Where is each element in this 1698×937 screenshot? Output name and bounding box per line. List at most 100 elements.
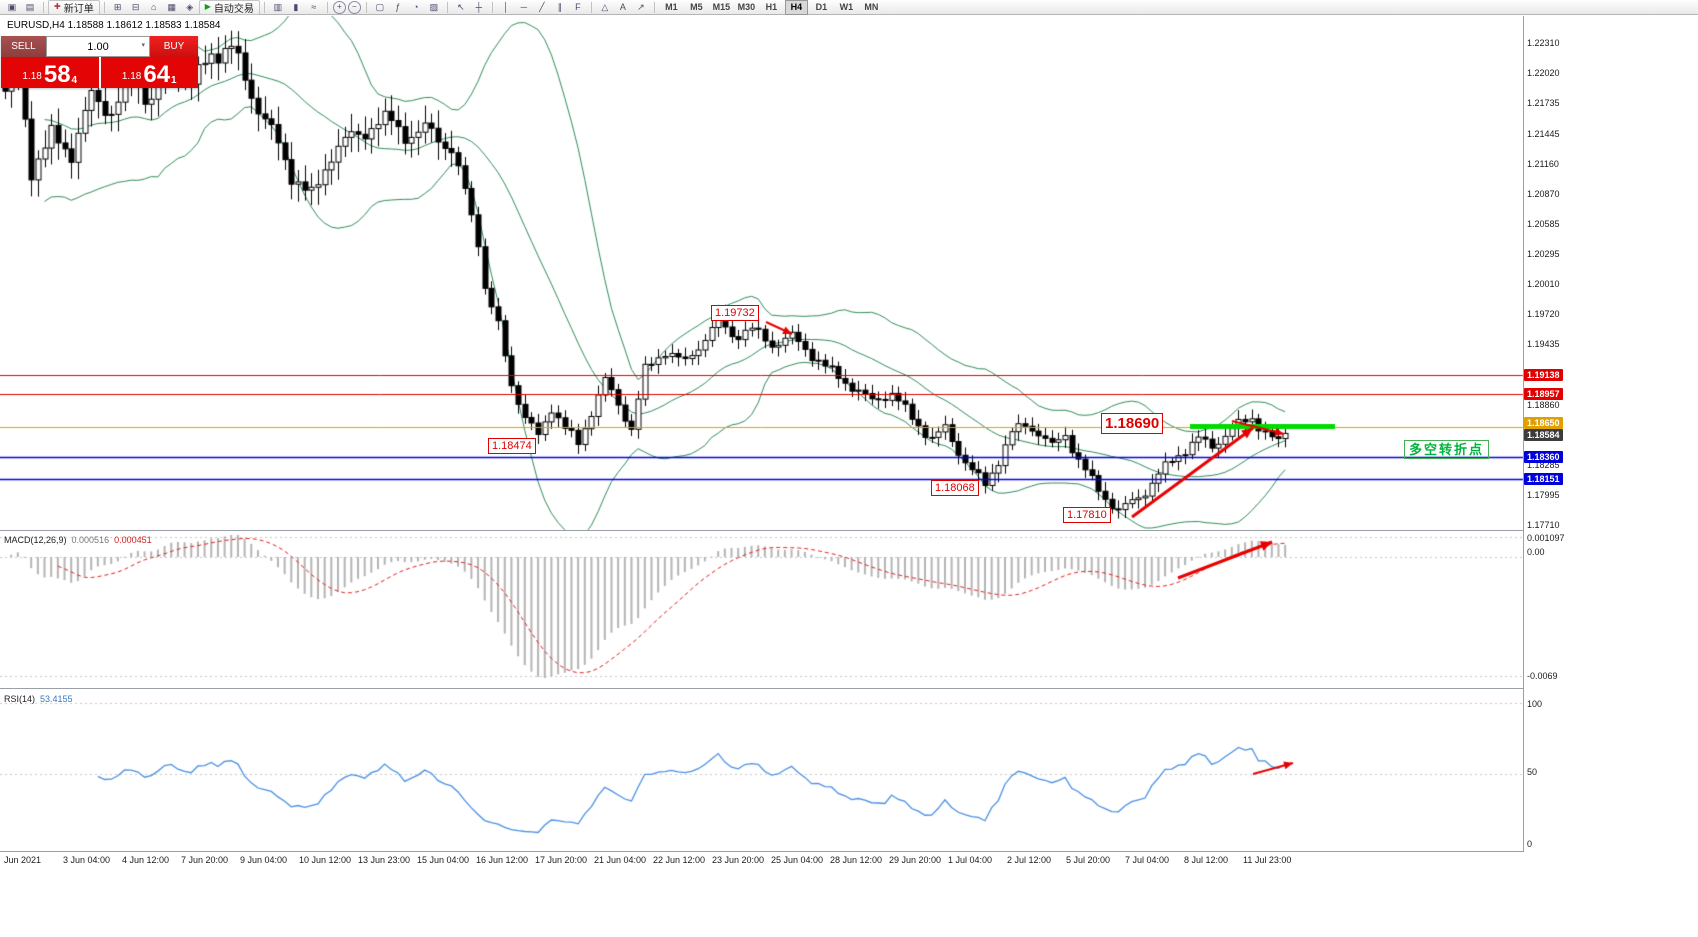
price-axis-tick: 1.17995 (1527, 490, 1560, 501)
data-window-icon[interactable]: ⊟ (131, 1, 140, 12)
zoom-out-icon[interactable]: − (347, 0, 361, 14)
price-axis-tick: 1.21445 (1527, 128, 1560, 139)
time-axis-label: 7 Jun 20:00 (181, 855, 229, 865)
terminal-icon[interactable]: ▦ (167, 1, 176, 12)
new-order-button-icon: ✚ (54, 2, 61, 11)
main-macd-divider[interactable] (0, 530, 1523, 531)
price-axis-tick: 1.22020 (1527, 68, 1560, 79)
toolbar-separator (263, 1, 265, 13)
ask-big: 64 (143, 61, 171, 89)
macd-axis-tick: 0.001097 (1527, 533, 1565, 543)
time-axis-label: 29 Jun 20:00 (889, 855, 942, 865)
main-chart-area[interactable] (0, 16, 1523, 530)
cursor-icon[interactable]: ↖ (457, 1, 465, 12)
toolbar-separator (446, 1, 448, 13)
turning-point-annotation: 多空转折点 (1404, 440, 1490, 459)
rsi-panel-area[interactable] (0, 690, 1523, 851)
new-order-button[interactable]: ✚ 新订单 (48, 0, 100, 15)
ask-pipette: 1 (171, 75, 177, 86)
bid-price: 1.18 58 4 (1, 57, 99, 88)
periods-icon[interactable]: ◔ (413, 1, 419, 12)
autotrading-button[interactable]: ▶ 自动交易 (198, 0, 260, 15)
shapes-icon[interactable]: △ (601, 1, 609, 12)
market-watch-icon[interactable]: ⊞ (113, 1, 122, 12)
volume-caret-icon[interactable]: ▾ (141, 42, 145, 49)
crosshair-icon[interactable]: ┼ (475, 1, 483, 12)
sell-button[interactable]: SELL (1, 36, 46, 57)
text-label-icon[interactable]: A (619, 1, 626, 12)
bid-big: 58 (43, 61, 71, 89)
price-axis-tick: 1.20585 (1527, 218, 1560, 229)
price-axis-tick: 1.19435 (1527, 339, 1560, 350)
bid-pipette: 4 (71, 75, 78, 86)
timeframe-d1[interactable]: D1 (815, 2, 828, 12)
price-axis-tick: 1.20010 (1527, 279, 1560, 289)
tile-windows-icon[interactable]: ▢ (375, 1, 385, 12)
bar-chart-icon[interactable]: ▥ (273, 1, 283, 12)
price-axis-tick: 1.21735 (1527, 98, 1560, 109)
autotrading-button-icon: ▶ (204, 2, 211, 11)
timeframe-h4[interactable]: H4 (784, 0, 808, 15)
timeframe-m1[interactable]: M1 (665, 2, 678, 12)
macd-axis-tick: -0.0069 (1527, 671, 1558, 681)
timeframe-m15[interactable]: M15 (712, 2, 731, 12)
time-axis-label: 23 Jun 20:00 (712, 855, 765, 865)
time-axis-label: 17 Jun 20:00 (535, 855, 588, 865)
rsi-axis-tick: 100 (1527, 699, 1543, 709)
horizontal-line-icon[interactable]: ─ (520, 1, 528, 12)
fibonacci-icon[interactable]: F (575, 1, 581, 12)
time-axis-label: 3 Jun 04:00 (63, 855, 111, 865)
time-axis-label: 4 Jun 12:00 (122, 855, 170, 865)
new-order-button-label: 新订单 (63, 3, 94, 15)
timeframe-mn[interactable]: MN (864, 2, 879, 12)
price-axis-badge: 1.18360 (1524, 450, 1563, 463)
macd-rsi-divider[interactable] (0, 688, 1523, 689)
new-chart-icon[interactable]: ▣ (7, 1, 17, 12)
price-axis-tick: 1.20870 (1527, 188, 1560, 199)
timeframe-h1[interactable]: H1 (765, 2, 778, 12)
arrow-object-icon[interactable]: ↗ (637, 1, 645, 12)
candlestick-chart-icon[interactable]: ▮ (293, 1, 299, 12)
buy-button[interactable]: BUY (150, 36, 198, 57)
channel-icon[interactable]: ∥ (557, 1, 563, 12)
strategy-tester-icon[interactable]: ◈ (186, 1, 194, 12)
rsi-time-divider (0, 851, 1523, 852)
line-chart-icon[interactable]: ≈ (311, 1, 317, 12)
bid-small: 1.18 (22, 71, 42, 82)
toolbar-separator (326, 1, 328, 13)
price-callout: 1.19732 (711, 305, 759, 321)
trendline-icon[interactable]: ╱ (539, 1, 545, 12)
time-axis-label: 2 Jul 12:00 (1007, 855, 1052, 865)
price-axis-badge: 1.18650 (1524, 416, 1563, 429)
toolbar-separator (590, 1, 592, 13)
timeframe-m30[interactable]: M30 (737, 2, 756, 12)
timeframe-w1[interactable]: W1 (839, 2, 854, 12)
price-callout: 1.17810 (1063, 507, 1111, 523)
time-axis-label: 15 Jun 04:00 (417, 855, 470, 865)
price-axis-tick: 1.17710 (1527, 520, 1560, 530)
templates-icon[interactable]: ▨ (429, 1, 439, 12)
price-axis-tick: 1.20295 (1527, 249, 1560, 260)
vertical-line-icon[interactable]: │ (503, 1, 509, 12)
chart-profiles-icon[interactable]: ▤ (25, 1, 35, 12)
rsi-value: 53.4155 (40, 694, 73, 704)
zoom-in-icon[interactable]: + (332, 0, 346, 14)
price-axis-tick: 1.18285 (1527, 459, 1560, 470)
toolbar-separator (653, 1, 655, 13)
time-axis-label: 13 Jun 23:00 (358, 855, 411, 865)
timeframe-m5[interactable]: M5 (690, 2, 703, 12)
macd-main-value: 0.000516 (71, 535, 110, 545)
time-axis-label: 10 Jun 12:00 (299, 855, 352, 865)
navigator-icon[interactable]: ⌂ (150, 1, 157, 12)
volume-input[interactable]: 1.00 ▾ (46, 36, 150, 57)
time-axis-label: 16 Jun 12:00 (476, 855, 529, 865)
price-axis-badge: 1.18584 (1524, 429, 1563, 442)
price-callout: 1.18068 (931, 480, 979, 496)
indicators-icon[interactable]: ƒ (395, 1, 401, 12)
macd-signal-value: 0.000451 (114, 535, 152, 545)
time-axis-label: 11 Jul 23:00 (1243, 855, 1292, 865)
macd-panel-area[interactable] (0, 532, 1523, 688)
toolbar-separator (365, 1, 367, 13)
time-axis-label: 21 Jun 04:00 (594, 855, 647, 865)
